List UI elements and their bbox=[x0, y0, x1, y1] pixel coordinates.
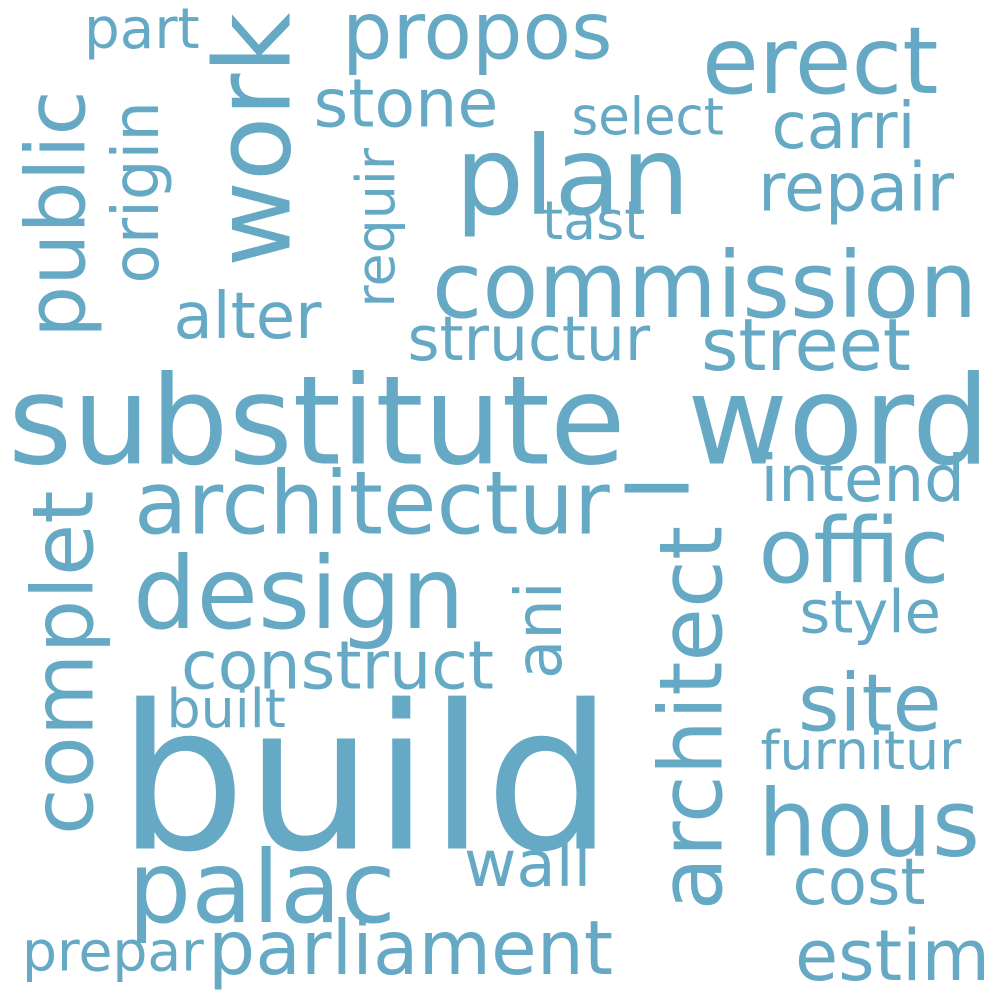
word-furnitur: furnitur bbox=[760, 719, 962, 782]
word-structur: structur bbox=[407, 303, 651, 375]
word-palac: palac bbox=[128, 831, 396, 946]
word-architectur: architectur bbox=[134, 452, 610, 555]
word-ani: ani bbox=[503, 581, 577, 679]
word-style: style bbox=[799, 577, 941, 647]
word-construct: construct bbox=[181, 626, 494, 705]
word-alter: alter bbox=[173, 280, 322, 354]
word-substitute-word: substitute_word bbox=[8, 350, 991, 494]
word-wall: wall bbox=[464, 828, 592, 902]
word-street: street bbox=[701, 303, 911, 387]
word-intend: intend bbox=[760, 443, 965, 517]
word-estim: estim bbox=[795, 915, 990, 997]
word-select: select bbox=[571, 87, 724, 148]
word-prepar: prepar bbox=[22, 920, 204, 985]
word-cost: cost bbox=[792, 846, 926, 920]
word-offic: offic bbox=[758, 500, 950, 604]
word-public: public bbox=[9, 90, 105, 338]
word-erect: erect bbox=[702, 7, 939, 115]
word-commission: commission bbox=[432, 232, 978, 339]
word-part: part bbox=[84, 0, 200, 62]
word-site: site bbox=[798, 656, 942, 750]
word-parliament: parliament bbox=[208, 905, 614, 992]
word-requir: requir bbox=[344, 148, 407, 308]
word-architect: architect bbox=[640, 525, 743, 911]
word-build: build bbox=[118, 662, 613, 897]
word-complet: complet bbox=[14, 490, 114, 835]
word-stone: stone bbox=[313, 64, 499, 143]
word-plan: plan bbox=[455, 113, 690, 240]
word-built: built bbox=[166, 677, 286, 740]
word-hous: hous bbox=[758, 769, 981, 878]
word-propos: propos bbox=[342, 0, 613, 78]
word-repair: repair bbox=[758, 148, 955, 227]
word-tast: tast bbox=[542, 189, 646, 252]
word-origin: origin bbox=[100, 101, 174, 284]
word-carri: carri bbox=[771, 90, 916, 164]
word-work: work bbox=[191, 12, 315, 267]
word-design: design bbox=[133, 535, 465, 652]
